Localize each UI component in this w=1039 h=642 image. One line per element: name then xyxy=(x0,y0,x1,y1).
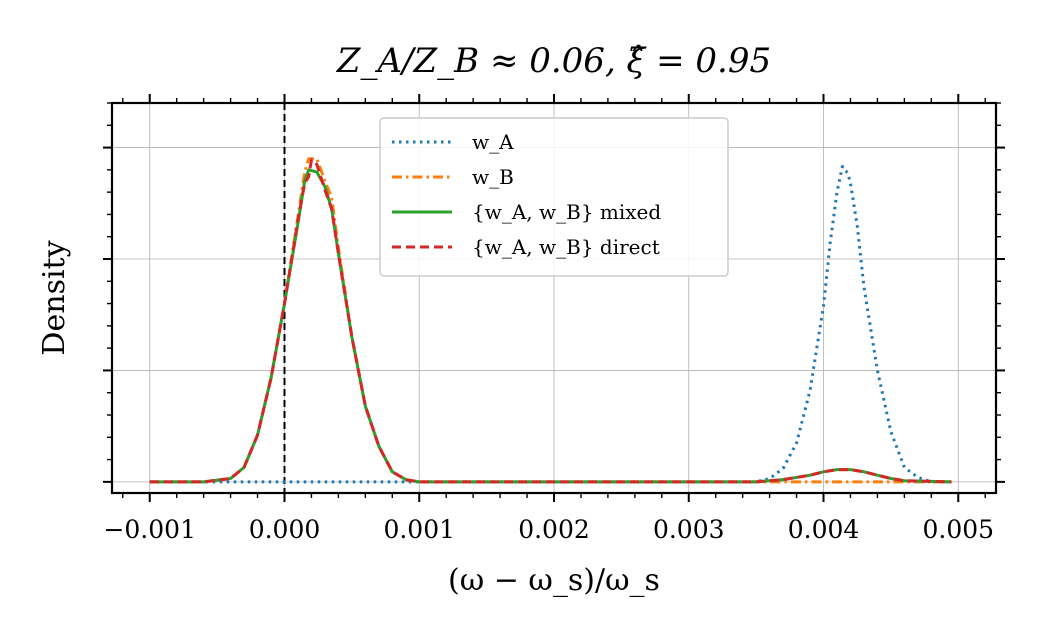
legend-label-0: w_A xyxy=(472,130,514,154)
legend-layer: w_A w_B {w_A, w_B} mixed {w_A, w_B} direct xyxy=(379,117,729,277)
series-line-0 xyxy=(149,165,952,484)
legend-box xyxy=(379,117,729,277)
legend-label-2: {w_A, w_B} mixed xyxy=(472,200,661,224)
x-tick-label: 0.000 xyxy=(249,515,321,544)
x-tick-label: 0.001 xyxy=(383,515,455,544)
text-layer: Z_A/Z_B ≈ 0.06, ξ̂ = 0.95 (ω − ω_s)/ω_s De… xyxy=(37,41,771,598)
axes-layer: −0.001 0.000 0.001 0.002 0.003 0.004 0.005 xyxy=(103,94,1005,544)
x-axis-label: (ω − ω_s)/ω_s xyxy=(448,563,660,598)
x-tick-label: 0.005 xyxy=(922,515,994,544)
x-tick-label: 0.003 xyxy=(653,515,725,544)
x-tick-label: 0.002 xyxy=(518,515,590,544)
plot-layer xyxy=(149,103,952,493)
x-tick-label: 0.004 xyxy=(788,515,860,544)
x-tick-label: −0.001 xyxy=(103,515,196,544)
y-axis-label: Density xyxy=(37,240,72,355)
chart-title: Z_A/Z_B ≈ 0.06, ξ̂ = 0.95 xyxy=(336,41,771,81)
legend-label-3: {w_A, w_B} direct xyxy=(472,235,660,259)
series-line-3 xyxy=(149,158,952,484)
legend-label-1: w_B xyxy=(472,165,514,189)
